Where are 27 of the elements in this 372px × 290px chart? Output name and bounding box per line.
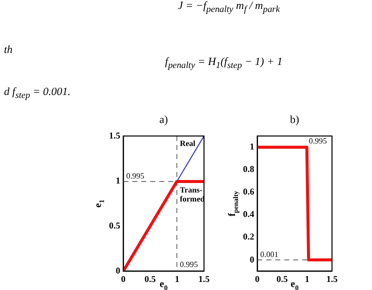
y-tick-label: 0.2 [243, 232, 255, 242]
ref-line-label: 0.995 [180, 260, 198, 270]
y-tick-label: 0.6 [243, 186, 255, 197]
x-tick-label: 0.5 [144, 274, 156, 284]
x-tick-label: 1 [174, 274, 180, 284]
text: f$_{penalty}$ = H$_{1}$(f$_{step}$ − 1) + 1 [165, 56, 282, 70]
chart-title: a) [159, 114, 168, 126]
y-tick-label: 0 [116, 266, 121, 276]
x-tick-label: 0.5 [276, 274, 288, 284]
ref-line-label: 0.001 [260, 250, 278, 259]
x-tick-label: 1 [304, 274, 310, 284]
text: d f$_{step}$ = 0.001. [4, 86, 70, 100]
annotation: 0.995 [308, 136, 327, 146]
y-tick-label: 1 [250, 142, 255, 152]
x-tick-label: 1.5 [198, 274, 210, 284]
y-tick-label: 0.8 [243, 164, 255, 174]
y-tick-label: 1.5 [109, 130, 121, 140]
y-tick-label: 0.4 [243, 209, 255, 220]
x-tick-label: 1.5 [326, 274, 338, 284]
text: J = −f$_{penalty}$ m$_{f}$ / m$_{park}$ [178, 0, 280, 14]
text: th [4, 44, 13, 56]
ref-line-label: 0.995 [126, 172, 144, 181]
y-tick-label: 1 [116, 175, 121, 186]
y-tick-label: 0.5 [109, 220, 121, 230]
chart-title: b) [290, 114, 300, 126]
series-label: Real [180, 139, 196, 148]
y-tick-label: 0 [250, 254, 255, 264]
